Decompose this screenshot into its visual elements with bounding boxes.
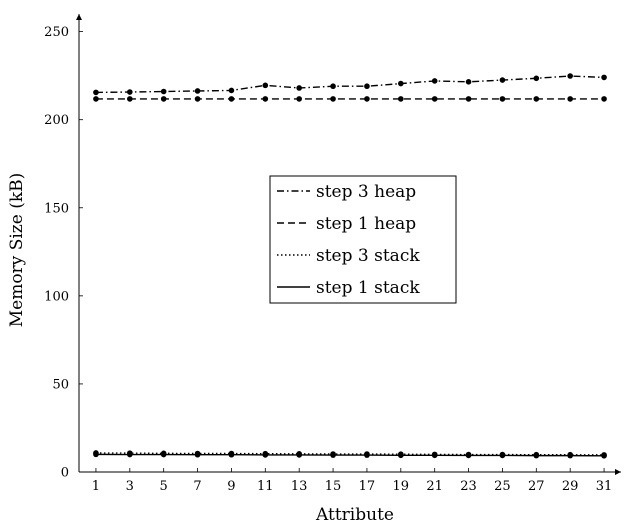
legend-box	[269, 175, 457, 304]
data-point	[364, 452, 370, 458]
data-point	[330, 452, 336, 458]
data-point	[601, 96, 607, 102]
series-line-step-3-heap	[95, 75, 605, 94]
x-axis-arrow	[615, 469, 621, 475]
data-point	[228, 96, 235, 102]
data-point	[398, 80, 404, 87]
x-tick-label: 23	[460, 479, 477, 494]
y-tick-label: 50	[52, 377, 69, 392]
data-point	[601, 452, 607, 459]
data-point	[262, 82, 269, 89]
data-point	[330, 96, 336, 102]
axes: 1 3 5 7 9 11 13 15 17 19 21 23 25 27 29 310501001502002…	[44, 14, 621, 494]
series-line-step-1-stack	[95, 453, 605, 457]
x-tick-label: 31	[596, 479, 613, 494]
data-point	[127, 96, 133, 102]
data-point	[93, 96, 99, 102]
legend-label: step 3 stack	[316, 246, 420, 266]
data-point	[567, 96, 573, 102]
x-tick-label: 25	[494, 479, 511, 494]
y-axis-title: Memory Size (kB)	[7, 173, 27, 328]
data-point	[465, 96, 472, 102]
x-tick-label: 1	[92, 479, 100, 494]
x-tick-label: 21	[426, 479, 443, 494]
x-tick-label: 3	[126, 479, 134, 494]
data-point	[465, 79, 472, 85]
data-point	[499, 452, 506, 459]
data-point	[533, 96, 540, 102]
x-tick-label: 17	[359, 479, 376, 494]
data-point	[499, 77, 506, 83]
data-point	[364, 96, 370, 102]
data-point	[127, 89, 133, 95]
data-point	[431, 452, 438, 459]
data-point	[431, 96, 438, 102]
x-tick-label: 5	[160, 479, 168, 494]
data-point	[93, 89, 99, 96]
data-point	[330, 83, 336, 90]
x-tick-label: 19	[393, 479, 410, 494]
legend: step 3 heap step 1 heap step 3 stack step 1…	[269, 175, 457, 304]
x-axis-title: Attribute	[315, 505, 394, 525]
data-point	[194, 96, 201, 102]
data-point	[465, 452, 472, 459]
data-point	[127, 451, 133, 458]
data-point	[194, 88, 201, 94]
x-tick-label: 7	[193, 479, 201, 494]
x-tick-label: 27	[528, 479, 545, 494]
data-point	[567, 452, 573, 459]
y-tick-label: 250	[44, 25, 69, 40]
data-point	[296, 96, 302, 102]
data-point	[533, 452, 540, 459]
data-point	[262, 96, 269, 102]
data-point	[160, 88, 167, 95]
data-point	[296, 452, 302, 458]
series-step-3-heap	[93, 73, 607, 96]
y-tick-label: 200	[44, 113, 69, 128]
x-tick-label: 9	[227, 479, 235, 494]
x-tick-label: 13	[291, 479, 308, 494]
data-point	[228, 451, 235, 458]
data-point	[398, 452, 404, 459]
x-tick-label: 15	[325, 479, 342, 494]
data-point	[93, 451, 99, 458]
y-tick-label: 0	[61, 466, 69, 481]
y-tick-label: 100	[44, 289, 69, 304]
data-point	[601, 74, 607, 81]
data-point	[194, 451, 201, 458]
series-step-1-heap	[93, 96, 607, 102]
x-tick-label: 29	[562, 479, 579, 494]
series-step-1-stack	[93, 451, 607, 459]
series-layer	[93, 73, 607, 459]
data-point	[262, 452, 269, 458]
data-point	[364, 83, 370, 90]
legend-label: step 1 heap	[316, 214, 416, 234]
legend-label: step 1 stack	[316, 278, 420, 298]
data-point	[567, 73, 573, 79]
data-point	[533, 75, 540, 82]
data-point	[296, 85, 302, 91]
data-point	[431, 78, 438, 84]
y-axis-arrow	[76, 14, 82, 20]
legend-label: step 3 heap	[316, 182, 416, 202]
data-point	[398, 96, 404, 102]
x-tick-label: 11	[257, 479, 274, 494]
data-point	[228, 87, 235, 94]
series-line-step-3-stack	[95, 452, 605, 456]
y-tick-label: 150	[44, 201, 69, 216]
data-point	[499, 96, 506, 102]
data-point	[160, 96, 167, 102]
data-point	[160, 451, 167, 458]
